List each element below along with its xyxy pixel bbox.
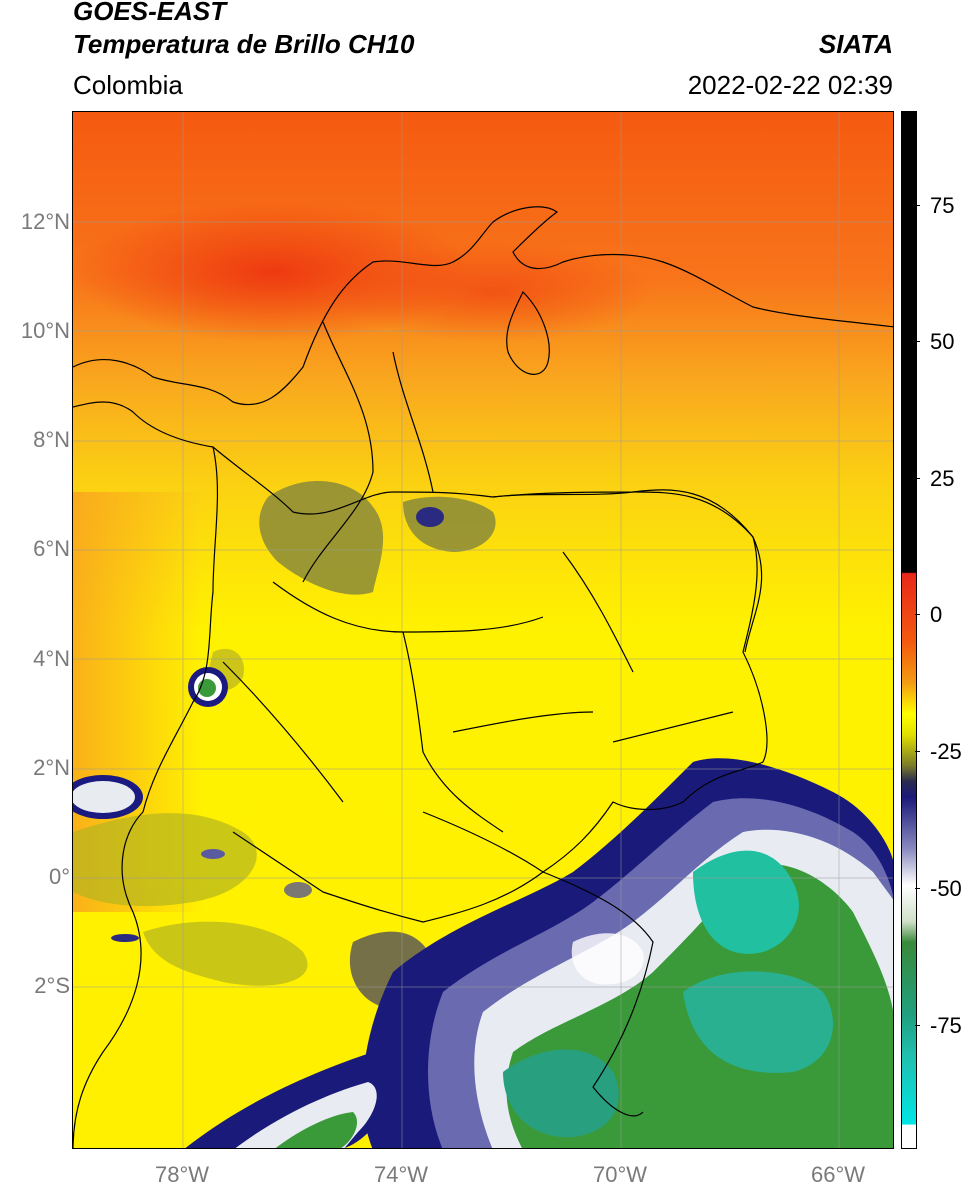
- southwest-cloud-bands: [73, 813, 308, 986]
- colorbar-tickmark: [915, 751, 920, 752]
- amazon-convective-complex: [362, 758, 893, 1148]
- lat-label: 4°N: [33, 646, 70, 671]
- lat-label: 10°N: [20, 318, 70, 343]
- lon-label: 66°W: [810, 1162, 866, 1187]
- colorbar-label: -25: [930, 739, 962, 764]
- colorbar-label: -50: [930, 876, 962, 901]
- colorbar-label: 0: [930, 602, 943, 627]
- colorbar-tickmark: [915, 614, 920, 615]
- coastlines-and-borders: [73, 206, 893, 1148]
- brightness-temperature-map: [73, 112, 893, 1148]
- colorbar-tickmark: [915, 1025, 920, 1026]
- colorbar: [901, 111, 917, 1149]
- lon-label: 74°W: [373, 1162, 429, 1187]
- colorbar-tickmark: [915, 341, 920, 342]
- pacific-convective-cells: [73, 667, 312, 942]
- lat-label: 12°N: [20, 209, 70, 234]
- colorbar-label: 75: [930, 193, 955, 218]
- lat-label: 0°: [48, 864, 70, 889]
- title-institution: SIATA: [818, 29, 893, 59]
- colorbar-tickmark: [915, 205, 920, 206]
- colorbar-tickmark: [915, 478, 920, 479]
- colorbar-label: -75: [930, 1013, 962, 1038]
- title-satellite: GOES-EAST: [73, 0, 227, 26]
- colorbar-tickmark: [915, 888, 920, 889]
- graticule: [73, 112, 893, 1148]
- lat-label: 2°N: [33, 755, 70, 780]
- region-label: Colombia: [73, 70, 183, 100]
- lat-label: 2°S: [34, 973, 70, 998]
- lon-label: 70°W: [592, 1162, 648, 1187]
- colorbar-label: 50: [930, 329, 955, 354]
- timestamp-label: 2022-02-22 02:39: [687, 70, 893, 100]
- map-panel: [72, 111, 894, 1149]
- title-product: Temperatura de Brillo CH10: [73, 29, 415, 59]
- convective-core-small: [416, 507, 444, 527]
- lat-label: 8°N: [33, 427, 70, 452]
- warm-caribbean-area-2: [333, 242, 653, 342]
- colorbar-label: 25: [930, 466, 955, 491]
- southwest-peru-cloud-band: [185, 931, 434, 1148]
- lon-label: 78°W: [154, 1162, 210, 1187]
- lat-label: 6°N: [33, 536, 70, 561]
